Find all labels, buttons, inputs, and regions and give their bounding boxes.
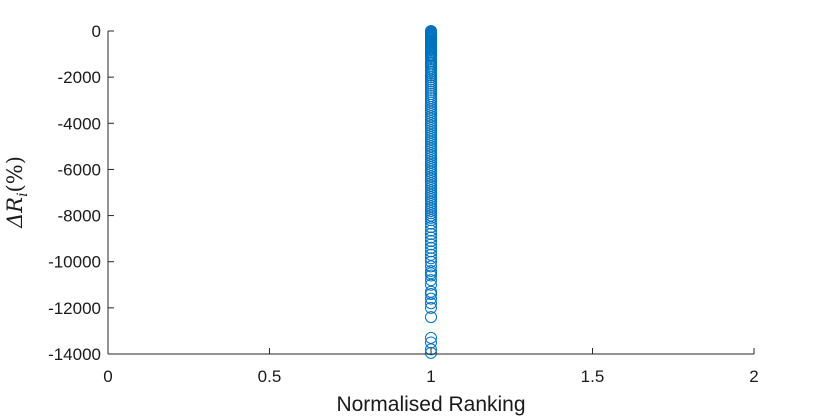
x-tick-label: 1 [426, 367, 435, 386]
x-tick-label: 0.5 [258, 367, 282, 386]
data-point [425, 297, 437, 310]
y-ticks: 0 -2000 -4000 -6000 -8000 -10000 -12000 -14000 [48, 22, 114, 364]
y-tick-label: -8000 [58, 207, 101, 226]
y-tick-label: -14000 [48, 345, 101, 364]
data-point [425, 224, 437, 237]
data-point [425, 248, 437, 261]
y-tick-label: 0 [92, 22, 101, 41]
data-point [425, 234, 437, 247]
data-point [425, 301, 437, 314]
x-tick-label: 2 [749, 367, 758, 386]
data-point [425, 278, 437, 291]
y-tick-label: -4000 [58, 114, 101, 133]
x-ticks: 0 0.5 1 1.5 2 [103, 348, 759, 386]
y-tick-label: -6000 [58, 160, 101, 179]
data-point [425, 343, 437, 356]
data-point [425, 346, 437, 359]
data-point [425, 331, 437, 344]
data-point [425, 288, 437, 301]
y-tick-label: -2000 [58, 68, 101, 87]
data-point [425, 336, 437, 349]
data-point [425, 260, 437, 273]
data-point [425, 292, 437, 305]
data-point [425, 252, 437, 265]
data-point [425, 285, 437, 298]
data-point [425, 245, 437, 258]
data-point [425, 274, 437, 287]
data-point [425, 214, 437, 227]
y-tick-label: -10000 [48, 253, 101, 272]
data-point [425, 228, 437, 241]
y-tick-label: -12000 [48, 299, 101, 318]
data-point [425, 221, 437, 234]
data-point [425, 255, 437, 268]
data-point [425, 267, 437, 280]
data-point [425, 241, 437, 254]
data-point [425, 238, 437, 251]
data-point [425, 269, 437, 282]
data-points [425, 25, 437, 359]
x-tick-label: 1.5 [581, 367, 605, 386]
data-point [425, 217, 437, 230]
y-axis-title: ΔRi(%) [3, 156, 31, 229]
data-point [425, 311, 437, 324]
data-point [425, 231, 437, 244]
x-axis-title: Normalised Ranking [336, 393, 525, 416]
x-tick-label: 0 [103, 367, 112, 386]
